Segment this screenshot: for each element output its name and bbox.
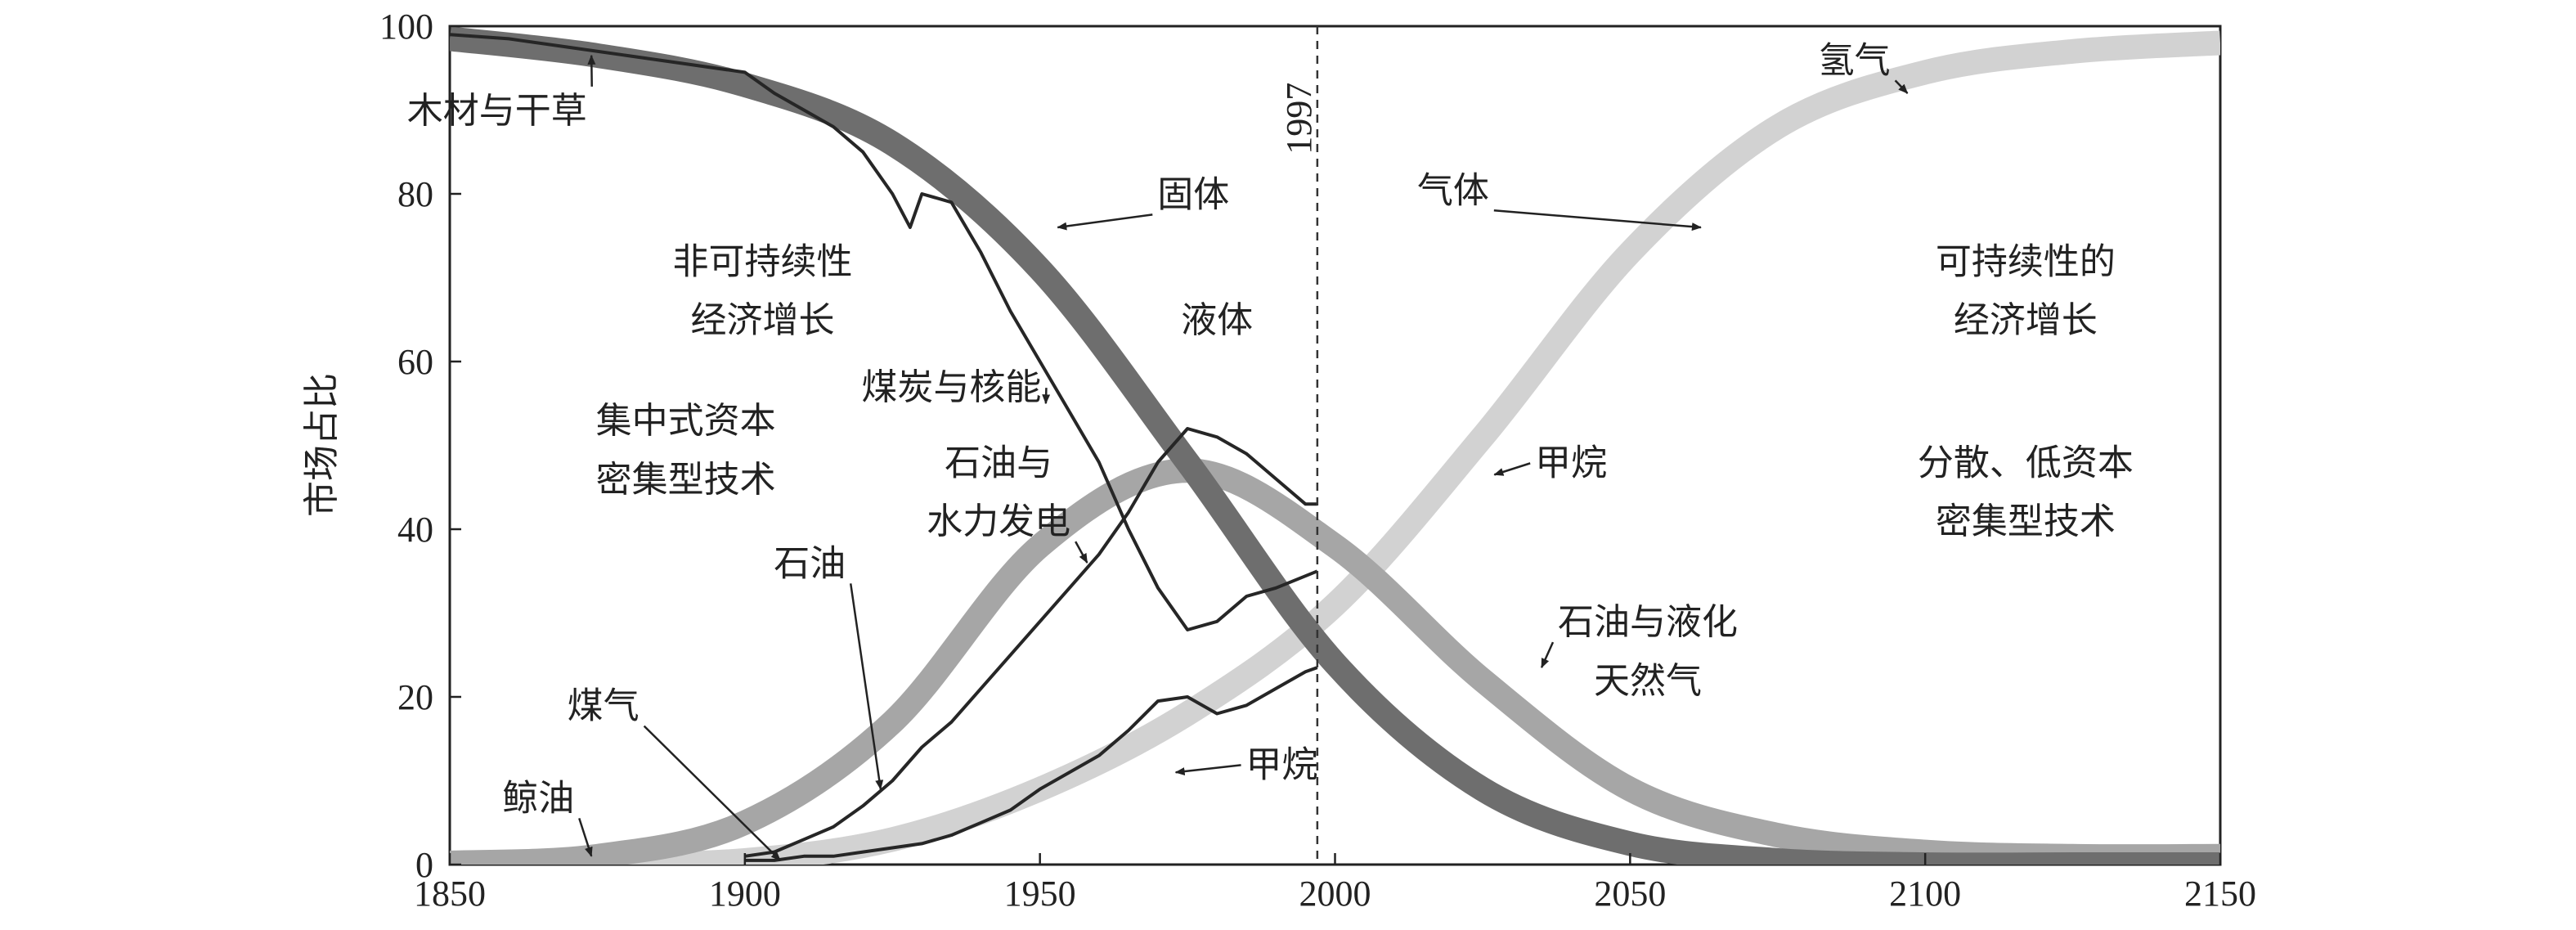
annotation-label: 密集型技术 — [596, 459, 776, 501]
annotation-label: 气体 — [1417, 169, 1489, 211]
reference-line-layer: 1997 — [1279, 26, 1319, 865]
annotation-label: 固体 — [1157, 173, 1229, 215]
annotation-label: 石油与 — [945, 442, 1052, 483]
band-series-1 — [450, 458, 2220, 865]
annotation-label: 天然气 — [1594, 660, 1702, 702]
axis-layer: 1850 1900 1950 2000 2050 2100 2150 0 20 40 60 80 100 — [379, 7, 2256, 914]
annotation-label: 可持续性的 — [1936, 240, 2116, 282]
y-tick-label: 20 — [397, 677, 433, 717]
y-axis-label: 市场占比 — [301, 373, 343, 517]
x-tick-label: 1900 — [709, 874, 781, 914]
annotation-label: 分散、低资本 — [1918, 442, 2134, 483]
annotation-label: 经济增长 — [1954, 299, 2098, 341]
x-tick-label: 1850 — [414, 874, 486, 914]
annotation-label: 甲烷 — [1246, 744, 1318, 785]
annotation-label: 煤炭与核能 — [861, 366, 1041, 408]
historical-series-2 — [744, 666, 1318, 862]
band-series-0 — [450, 26, 2220, 865]
historical-series-1 — [744, 427, 1317, 858]
y-tick-label: 100 — [379, 7, 433, 47]
annotation-label: 石油 — [774, 542, 846, 584]
annotation-arrow — [1057, 213, 1153, 231]
y-tick-label: 0 — [415, 845, 433, 885]
annotation-label: 甲烷 — [1535, 442, 1607, 483]
y-tick-label: 60 — [397, 342, 433, 382]
historical-series-0 — [449, 33, 1318, 631]
x-tick-label: 1950 — [1004, 874, 1076, 914]
annotation-arrow — [1075, 541, 1088, 564]
annotation-label: 密集型技术 — [1936, 501, 2116, 542]
y-tick-label: 40 — [397, 510, 433, 550]
x-tick-label: 2050 — [1594, 874, 1666, 914]
annotation-label: 氢气 — [1819, 39, 1891, 81]
annotation-arrow — [1042, 388, 1051, 405]
y-tick-label: 80 — [397, 174, 433, 214]
annotation-label: 液体 — [1181, 299, 1253, 341]
annotation-arrow — [587, 54, 596, 87]
annotation-label: 石油与液化 — [1558, 601, 1738, 643]
x-tick-label: 2150 — [2184, 874, 2256, 914]
annotation-arrow — [643, 725, 782, 861]
x-tick-label: 2100 — [1889, 874, 1961, 914]
annotation-label: 非可持续性 — [672, 240, 852, 282]
annotation-label: 鲸油 — [502, 777, 574, 819]
annotation-label: 集中式资本 — [596, 400, 776, 442]
annotation-label: 水力发电 — [927, 501, 1070, 542]
annotation-arrow — [1493, 209, 1702, 231]
annotation-label: 经济增长 — [690, 299, 834, 341]
annotation-label: 煤气 — [568, 685, 640, 727]
annotation-label: 木材与干草 — [407, 90, 587, 132]
historical-series-layer — [449, 33, 1318, 862]
annotation-arrow — [1493, 462, 1531, 476]
annotation-arrow — [1540, 641, 1555, 669]
annotation-arrow — [578, 817, 593, 857]
x-tick-label: 2000 — [1299, 874, 1371, 914]
annotation-arrow — [849, 583, 884, 790]
annotation-arrow — [1174, 764, 1241, 776]
reference-line-label: 1997 — [1279, 83, 1319, 155]
annotation-arrow — [1894, 79, 1909, 94]
